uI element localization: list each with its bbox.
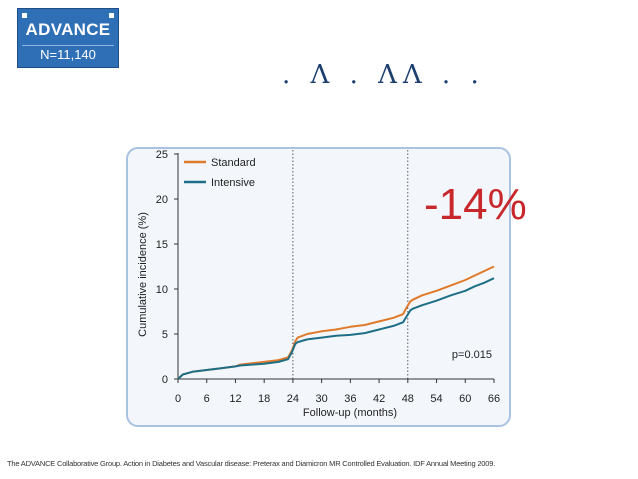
legend-label-intensive: Intensive: [211, 177, 255, 189]
x-tick-label: 60: [459, 393, 471, 405]
y-tick-label: 0: [162, 374, 168, 386]
series-line-standard: [177, 265, 495, 380]
x-tick-label: 0: [175, 393, 181, 405]
x-tick-label: 18: [258, 393, 270, 405]
x-tick-label: 12: [229, 393, 241, 405]
x-tick-label: 30: [316, 393, 328, 405]
p-value-annotation: p=0.015: [452, 349, 492, 361]
citation-footnote: The ADVANCE Collaborative Group. Action …: [7, 459, 496, 468]
risk-reduction-label: -14%: [424, 180, 527, 229]
slide-title-fragment: . Λ . ΛΛ . .: [282, 60, 485, 90]
x-tick-label: 48: [402, 393, 414, 405]
y-tick-label: 15: [156, 239, 168, 251]
x-tick-label: 42: [373, 393, 385, 405]
y-tick-label: 10: [156, 284, 168, 296]
x-tick-label: 66: [488, 393, 500, 405]
badge-corner-dot: [109, 13, 114, 18]
badge-subtitle: N=11,140: [22, 45, 114, 63]
x-axis-label: Follow-up (months): [303, 407, 397, 419]
study-badge: ADVANCE N=11,140: [17, 8, 119, 68]
legend-label-standard: Standard: [211, 157, 256, 169]
y-tick-label: 5: [162, 329, 168, 341]
x-tick-label: 6: [204, 393, 210, 405]
badge-corner-dot: [22, 13, 27, 18]
badge-title: ADVANCE: [25, 20, 111, 39]
y-tick-label: 25: [156, 149, 168, 161]
y-axis-label: Cumulative incidence (%): [137, 212, 149, 337]
x-tick-label: 36: [344, 393, 356, 405]
y-tick-label: 20: [156, 194, 168, 206]
series-line-intensive: [177, 277, 495, 380]
x-tick-label: 54: [430, 393, 442, 405]
x-tick-label: 24: [287, 393, 299, 405]
